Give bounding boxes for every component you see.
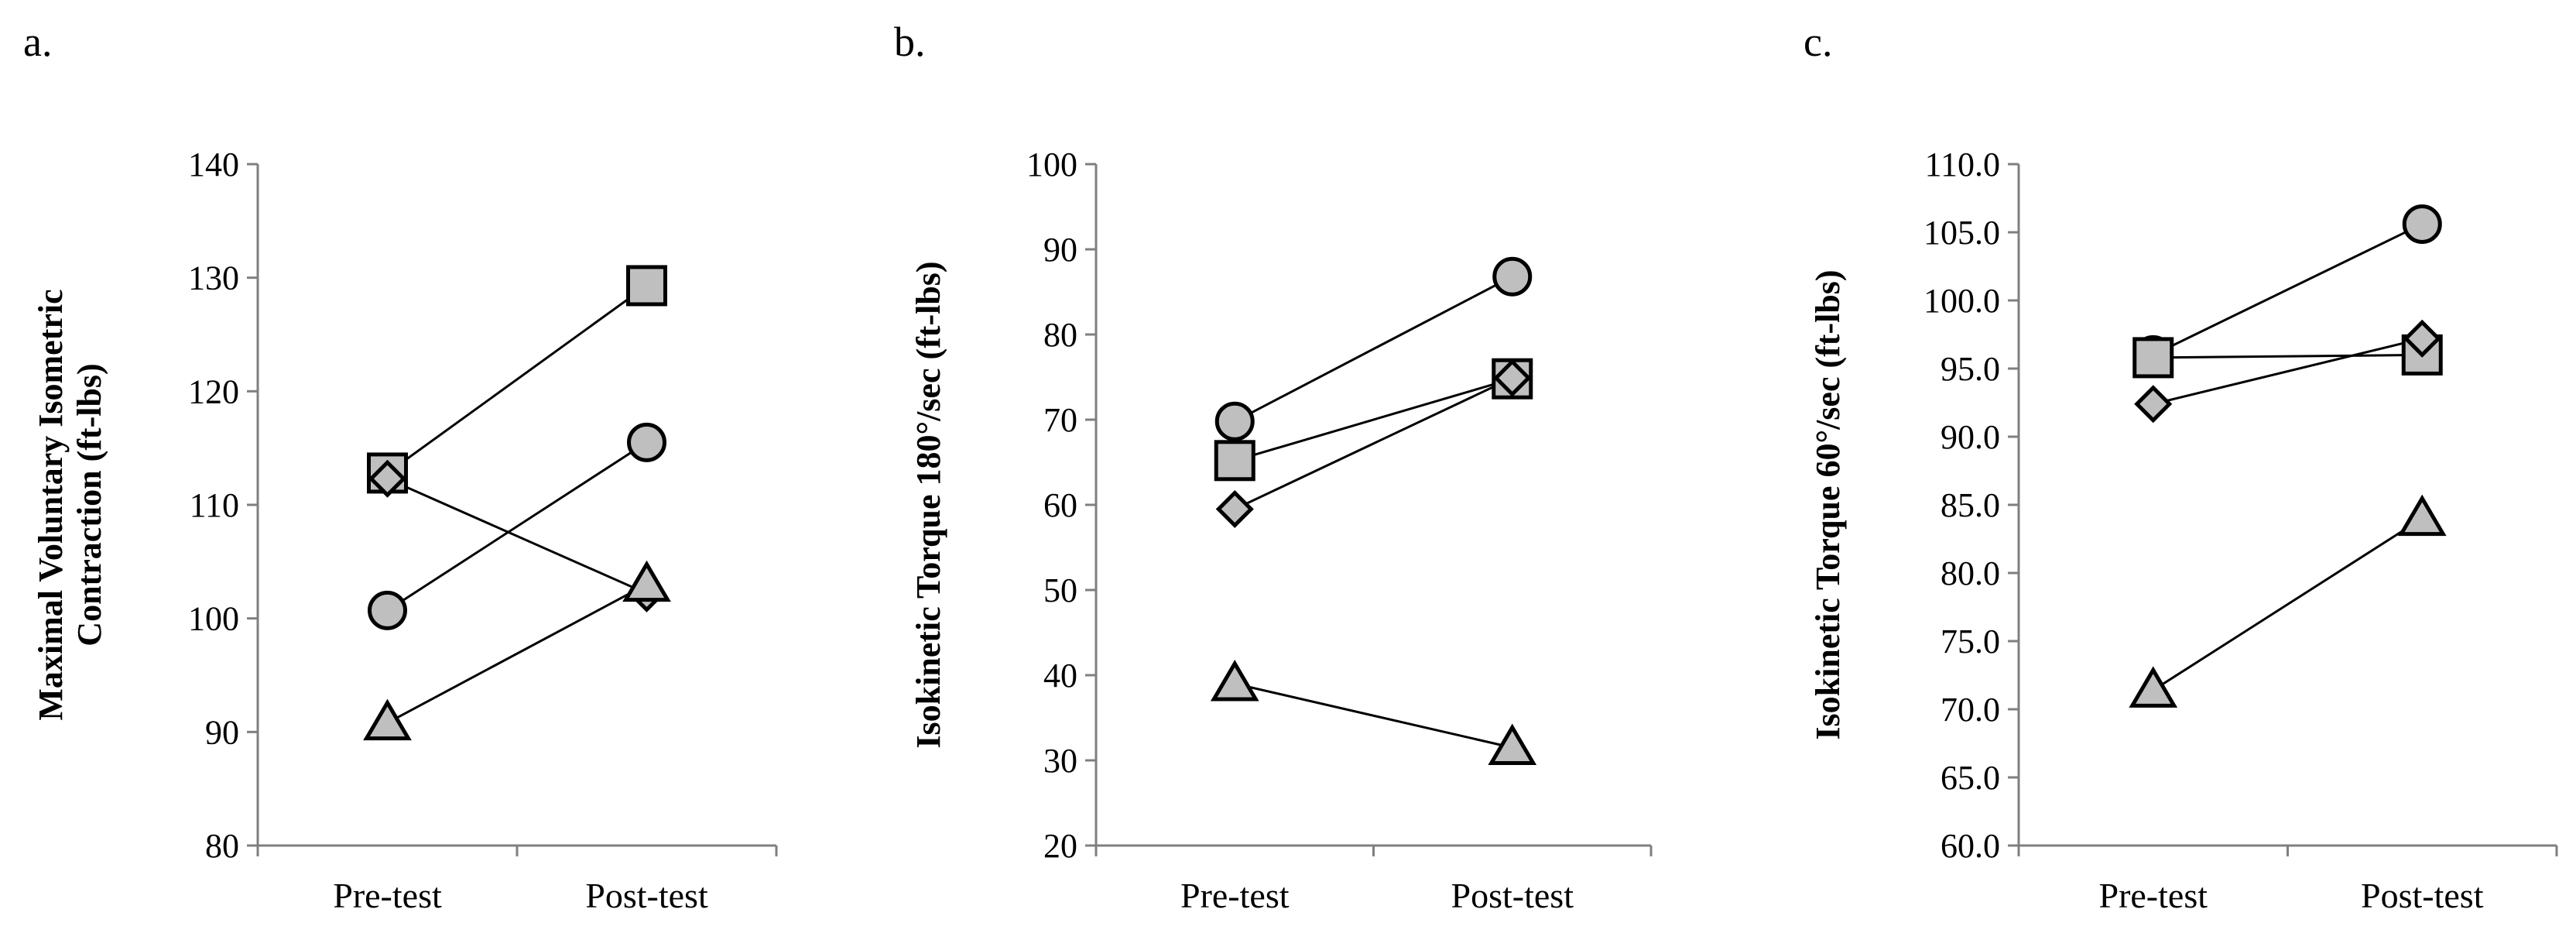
data-point-triangle [1488,723,1537,765]
y-tick-label: 90 [205,713,239,751]
panel-3: c. 60.0 65.0 70.0 75.0 80.0 85.0 90.0 95.0 100.0 1… [1804,19,2558,915]
y-tick-label: 100.0 [1923,282,2000,320]
y-tick-label: 110.0 [1925,146,2000,184]
panel-2: b. 20 30 40 50 60 70 80 90 100 Pre-test Post-test Is… [894,19,1653,915]
data-point-circle [368,590,407,630]
data-point-circle [627,422,666,462]
y-tick-label: 110 [190,486,239,524]
y-tick-label: 80 [1043,316,1077,354]
y-tick-label: 140 [188,146,239,184]
series-line-diamond [2153,337,2423,406]
data-point-diamond [2403,319,2441,358]
y-tick-label: 50 [1043,571,1077,609]
y-tick-label: 100 [188,600,239,638]
y-axis-label: Contraction (ft-lbs) [70,363,108,646]
x-category-label: Pre-test [333,876,442,915]
data-point-triangle [622,560,671,602]
series-line-triangle [386,583,648,724]
y-axis-label: Maximal Voluntary Isometric [32,289,70,720]
y-tick-label: 90.0 [1941,418,2000,456]
x-category-label: Post-test [1451,876,1574,915]
panel-1: a. 80 90 100 110 120 130 140 Pre-test Post-test Ma… [23,19,778,915]
y-tick-label: 95.0 [1941,350,2000,388]
data-point-triangle [2129,666,2178,708]
y-axis-label: Isokinetic Torque 180°/sec (ft-lbs) [909,261,947,748]
data-point-diamond [1215,489,1254,529]
series-line-diamond [1234,376,1513,510]
series-line-square [2153,353,2423,359]
y-tick-label: 70 [1043,401,1077,439]
data-point-triangle [1210,660,1259,702]
series-line-triangle [1234,682,1513,749]
series-line-circle [2153,223,2423,356]
y-tick-label: 90 [1043,231,1077,269]
panel-label: b. [894,19,926,65]
data-point-square [2132,337,2174,379]
panel-label: a. [23,19,52,65]
y-tick-label: 65.0 [1941,759,2000,797]
y-tick-label: 85.0 [1941,486,2000,524]
x-category-label: Pre-test [1180,876,1290,915]
y-tick-label: 60.0 [1941,827,2000,865]
data-point-circle [2402,204,2442,244]
data-point-square [626,265,667,307]
data-point-circle [1214,401,1255,441]
y-tick-label: 40 [1043,657,1077,695]
y-tick-label: 60 [1043,486,1077,524]
data-point-diamond [2134,385,2173,424]
x-category-label: Post-test [585,876,708,915]
data-point-triangle [2397,494,2447,537]
y-tick-label: 80.0 [1941,554,2000,592]
series-line-square [1234,377,1513,462]
data-point-triangle [363,698,412,741]
y-tick-label: 30 [1043,742,1077,780]
y-axis-label: Isokinetic Torque 60°/sec (ft-lbs) [1809,269,1847,739]
y-tick-label: 70.0 [1941,691,2000,729]
y-tick-label: 120 [188,372,239,410]
data-point-diamond [1493,359,1532,397]
data-point-circle [1492,256,1533,297]
series-line-diamond [386,477,648,595]
y-tick-label: 20 [1043,827,1077,865]
x-category-label: Pre-test [2098,876,2208,915]
data-point-square [1214,440,1255,482]
x-category-label: Post-test [2361,876,2484,915]
y-tick-label: 100 [1026,146,1077,184]
series-line-circle [1234,275,1513,423]
y-tick-label: 130 [188,259,239,297]
series-line-circle [386,441,648,612]
y-tick-label: 80 [205,827,239,865]
y-tick-label: 75.0 [1941,623,2000,660]
series-line-triangle [2152,517,2424,691]
series-line-square [386,284,648,475]
panel-label: c. [1804,19,1832,65]
y-tick-label: 105.0 [1923,214,2000,252]
data-point-diamond [368,459,407,498]
